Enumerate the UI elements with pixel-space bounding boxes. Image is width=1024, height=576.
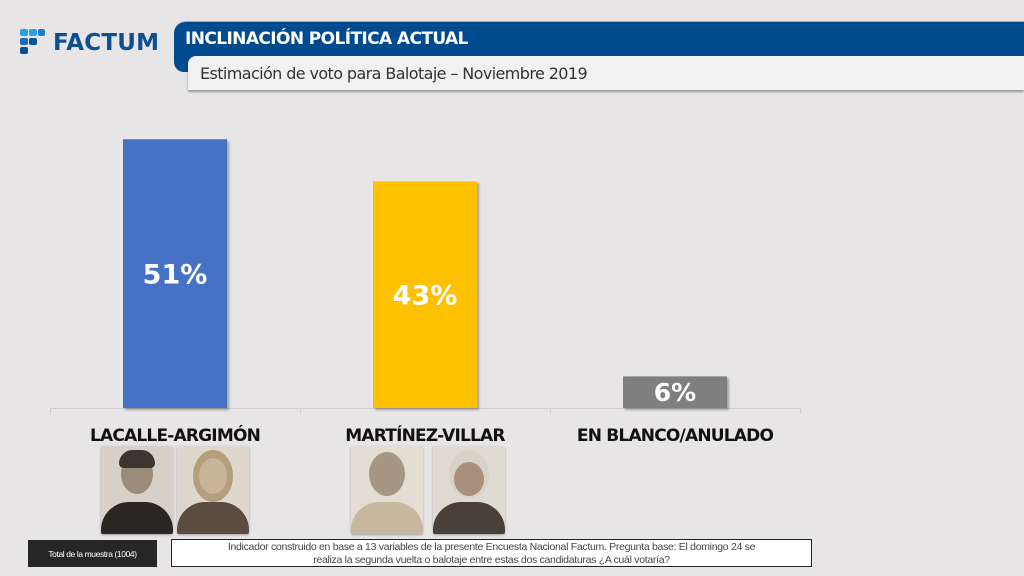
argimon-photo — [177, 446, 249, 534]
bar-3 — [623, 376, 727, 408]
bar-1 — [123, 139, 227, 409]
subtitle-banner — [188, 56, 1024, 90]
category-label: MARTÍNEZ-VILLAR — [345, 424, 505, 446]
note-line-2: realiza la segunda vuelta o balotaje ent… — [313, 554, 670, 566]
methodology-note: Indicador construido en base a 13 variab… — [171, 539, 812, 567]
bar-value-label: 6% — [654, 378, 696, 407]
martinez-photo — [351, 446, 423, 534]
lacalle-photo — [101, 446, 173, 534]
bar-2 — [373, 181, 477, 408]
page-subtitle: Estimación de voto para Balotaje – Novie… — [200, 64, 588, 83]
bar-value-label: 51% — [143, 260, 208, 291]
category-label: LACALLE-ARGIMÓN — [90, 424, 260, 446]
villar-photo — [433, 446, 505, 534]
sample-size-badge: Total de la muestra (1004) — [28, 540, 157, 567]
title-banner — [174, 21, 1024, 56]
category-label: EN BLANCO/ANULADO — [577, 426, 774, 446]
factum-logo-icon — [20, 29, 50, 57]
note-line-1: Indicador construido en base a 13 variab… — [227, 541, 756, 553]
bar-value-label: 43% — [393, 281, 458, 312]
logo-text: FACTUM — [53, 30, 160, 56]
factum-logo: FACTUM — [20, 28, 159, 58]
page-title: INCLINACIÓN POLÍTICA ACTUAL — [185, 29, 468, 49]
